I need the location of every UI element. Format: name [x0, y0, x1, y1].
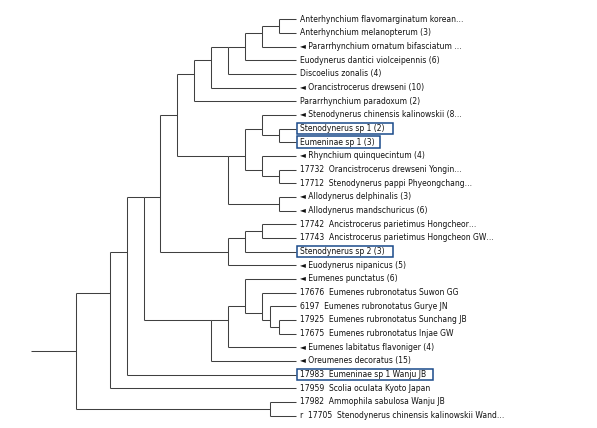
Text: 17925  Eumenes rubronotatus Sunchang JB: 17925 Eumenes rubronotatus Sunchang JB	[300, 315, 467, 324]
Text: ◄ Eumenes punctatus (6): ◄ Eumenes punctatus (6)	[300, 274, 398, 283]
Text: 17743  Ancistrocerus parietimus Hongcheon GW…: 17743 Ancistrocerus parietimus Hongcheon…	[300, 233, 494, 242]
Bar	[297, 246, 393, 257]
Text: ◄ Oreumenes decoratus (15): ◄ Oreumenes decoratus (15)	[300, 357, 411, 366]
Bar	[297, 123, 393, 134]
Text: 17732  Orancistrocerus drewseni Yongin…: 17732 Orancistrocerus drewseni Yongin…	[300, 165, 462, 174]
Text: ◄ Orancistrocerus drewseni (10): ◄ Orancistrocerus drewseni (10)	[300, 83, 424, 92]
Text: ◄ Eumenes labitatus flavoniger (4): ◄ Eumenes labitatus flavoniger (4)	[300, 343, 434, 352]
Text: Eumeninae sp 1 (3): Eumeninae sp 1 (3)	[300, 138, 375, 147]
Text: Euodynerus dantici violceipennis (6): Euodynerus dantici violceipennis (6)	[300, 56, 440, 65]
Text: ◄ Stenodynerus chinensis kalinowskii (8…: ◄ Stenodynerus chinensis kalinowskii (8…	[300, 110, 462, 119]
Text: 17676  Eumenes rubronotatus Suwon GG: 17676 Eumenes rubronotatus Suwon GG	[300, 288, 458, 297]
Text: 17959  Scolia oculata Kyoto Japan: 17959 Scolia oculata Kyoto Japan	[300, 384, 430, 393]
Text: 6197  Eumenes rubronotatus Gurye JN: 6197 Eumenes rubronotatus Gurye JN	[300, 302, 448, 311]
Text: Stenodynerus sp 1 (2): Stenodynerus sp 1 (2)	[300, 124, 384, 133]
Text: ◄ Allodynerus mandschuricus (6): ◄ Allodynerus mandschuricus (6)	[300, 206, 427, 215]
Text: Pararrhynchium paradoxum (2): Pararrhynchium paradoxum (2)	[300, 97, 420, 106]
Text: 17742  Ancistrocerus parietimus Hongcheor…: 17742 Ancistrocerus parietimus Hongcheor…	[300, 220, 476, 229]
Text: 17982  Ammophila sabulosa Wanju JB: 17982 Ammophila sabulosa Wanju JB	[300, 398, 445, 407]
Text: Stenodynerus sp 2 (3): Stenodynerus sp 2 (3)	[300, 247, 385, 256]
Text: 17712  Stenodynerus pappi Phyeongchang…: 17712 Stenodynerus pappi Phyeongchang…	[300, 179, 472, 188]
Text: 17983  Eumeninae sp 1 Wanju JB: 17983 Eumeninae sp 1 Wanju JB	[300, 370, 426, 379]
Text: ◄ Euodynerus nipanicus (5): ◄ Euodynerus nipanicus (5)	[300, 261, 406, 270]
Text: Anterhynchium melanopterum (3): Anterhynchium melanopterum (3)	[300, 28, 431, 37]
Text: Anterhynchium flavomarginatum korean…: Anterhynchium flavomarginatum korean…	[300, 15, 464, 24]
Text: Discoelius zonalis (4): Discoelius zonalis (4)	[300, 69, 381, 78]
Bar	[297, 137, 380, 148]
Text: r  17705  Stenodynerus chinensis kalinowskii Wand…: r 17705 Stenodynerus chinensis kalinowsk…	[300, 411, 504, 420]
Text: ◄ Rhynchium quinquecintum (4): ◄ Rhynchium quinquecintum (4)	[300, 152, 425, 160]
Text: 17675  Eumenes rubronotatus Injae GW: 17675 Eumenes rubronotatus Injae GW	[300, 329, 454, 338]
Text: ◄ Pararrhynchium ornatum bifasciatum …: ◄ Pararrhynchium ornatum bifasciatum …	[300, 42, 462, 51]
Text: ◄ Allodynerus delphinalis (3): ◄ Allodynerus delphinalis (3)	[300, 193, 411, 202]
Bar	[297, 369, 433, 380]
